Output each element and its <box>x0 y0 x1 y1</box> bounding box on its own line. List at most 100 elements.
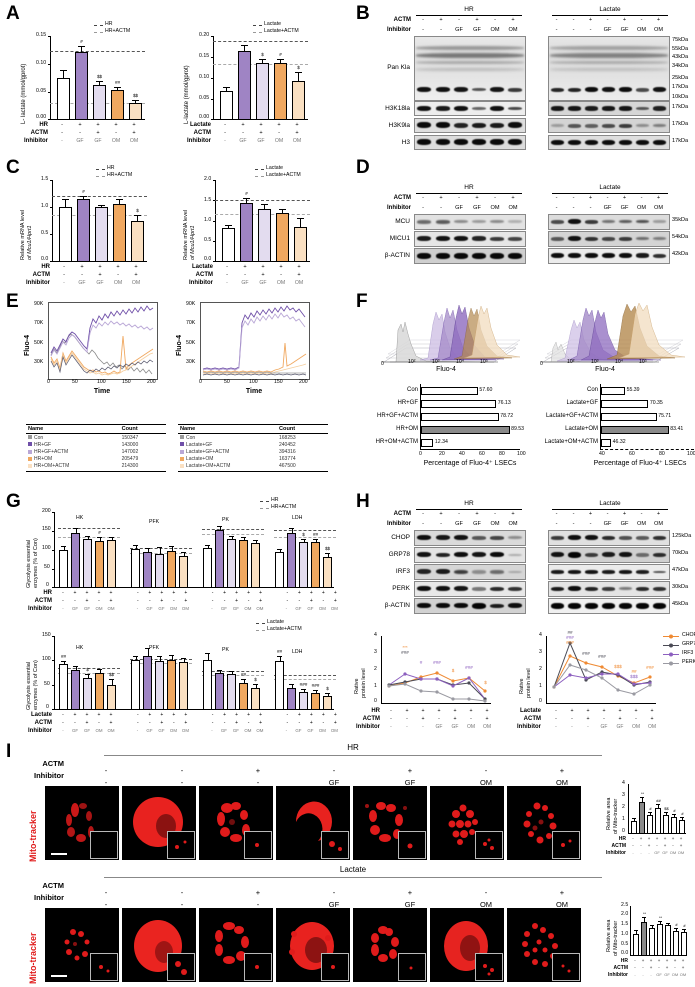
ytick-90k: 90K <box>186 301 196 307</box>
bar-3 <box>256 63 269 120</box>
swatch-hr-gf <box>28 442 32 447</box>
group-label-ldh: LDH <box>292 649 303 655</box>
bar-ldh-2 <box>287 533 296 588</box>
group-header-lactate: Lactate <box>599 6 621 13</box>
hbar-1 <box>421 387 479 395</box>
panel-i-bottom-chart: Relative area of Mito-tracker 2.5 2.0 1.… <box>606 902 694 986</box>
legend-item-hr: HR <box>107 165 115 171</box>
panel-a-left-ylabel: L- lactate (mmol/gprot) <box>21 63 27 124</box>
table-row: Lactate+OM 163774 <box>178 456 328 463</box>
panel-i-bottom-group: Lactate <box>100 865 606 880</box>
blot-beta-actin-hr <box>414 248 526 264</box>
bar-1 <box>57 78 70 120</box>
panel-e-left-xlabel: Time <box>93 388 111 395</box>
bar-hk-5 <box>107 540 116 588</box>
ytick-0.05: 0.05 <box>36 88 47 94</box>
ytick-3: 3 <box>374 649 377 655</box>
sig-pk-5: $ <box>254 677 257 683</box>
sig-4: ## <box>114 80 121 86</box>
micrograph-4-top <box>276 786 350 860</box>
ytick-1.5: 1.5 <box>621 921 629 927</box>
ytick-2: 2 <box>539 666 542 672</box>
row-inhibitor-values: - GF GF OM OM <box>224 138 302 144</box>
bar-4 <box>274 63 287 120</box>
ytick-0.0: 0.0 <box>41 256 49 262</box>
flow-xtick-1: 10² <box>567 359 575 365</box>
panel-c-left-ylabel-2: of Mcu1/Hprt1 <box>27 225 33 260</box>
sig-h-left-3: # <box>419 660 423 665</box>
ytick-0.10: 0.10 <box>36 60 47 66</box>
inset-2-bottom <box>167 953 195 981</box>
mw-47kda: 47kDa <box>672 567 689 573</box>
ytick-2.5: 2.5 <box>621 902 629 908</box>
blot-h3k18la-lactate <box>548 101 670 116</box>
bar-7 <box>681 932 687 956</box>
sig-3: $$ <box>96 74 103 80</box>
xtick-60: 60 <box>479 451 485 457</box>
sig-6: # <box>673 808 676 813</box>
legend-item-hr-actm: HR+ACTΜ <box>107 172 133 178</box>
panel-letter-g: G <box>6 491 21 512</box>
row-name: Con <box>186 434 196 441</box>
scale-bar-bottom <box>51 975 67 977</box>
rowlabel-actm: ACTΜ <box>32 272 50 278</box>
panel-letter-i: I <box>6 741 12 762</box>
hbar-3 <box>421 413 499 421</box>
bar-3 <box>258 209 271 262</box>
sig-ldh-3: ### <box>299 682 308 688</box>
row-hr-values: - + + + + + + <box>634 958 685 963</box>
sig-4: # <box>279 52 282 58</box>
flow-xtick-3: 10⁴ <box>456 359 464 365</box>
xtick-50: 50 <box>72 379 78 385</box>
bar-5 <box>131 221 144 262</box>
refline-hr <box>50 51 145 52</box>
ytick-0.15: 0.15 <box>199 53 210 59</box>
row-count: 168253 <box>278 434 296 441</box>
rowlabel-actm: ACTΜ <box>362 716 380 722</box>
swatch-lactate-om-actm <box>180 464 184 469</box>
mw-34kda: 34kDa <box>672 63 689 69</box>
row-inhibitor-values: - GF GF OM OM <box>63 280 141 286</box>
row-actm-values: - - + - + <box>226 272 301 278</box>
ytick-50: 50 <box>44 564 50 570</box>
sig-2: ** <box>640 791 645 796</box>
rowlabel-lactate: Lactate <box>191 264 213 270</box>
panel-c-right-chart: Relative mRNA level of Mcu1/Hprt1 Lactat… <box>183 165 335 288</box>
sig-5: $$ <box>132 93 139 99</box>
ytick-0.20: 0.20 <box>199 32 210 38</box>
row-actm-lactate: - - + - + - + <box>555 511 661 517</box>
row-actm-values: - - + - + - + <box>634 965 685 970</box>
panel-i-top-chart: Relative area of Mito-tracker 4 3 2 1 0 … <box>606 780 694 864</box>
panel-h-right-chart: Rative protein level 4 3 2 1 0 ## ### ##… <box>505 630 695 738</box>
legend-item-lactate: Lactate <box>267 619 285 625</box>
bar-pfk-4 <box>167 551 176 588</box>
hbar-value-3: 78.72 <box>500 413 514 419</box>
sig-7: # <box>681 811 684 816</box>
row-count: 163774 <box>278 456 296 463</box>
refline-lactate <box>213 41 308 42</box>
ytick-150: 150 <box>42 632 51 638</box>
inset-1-bottom <box>90 953 118 981</box>
inset-4-top <box>321 831 349 859</box>
sig-5: $ <box>136 208 139 214</box>
bar-2 <box>238 51 251 120</box>
bar-pk-2 <box>215 530 224 588</box>
hbar-5 <box>601 439 612 447</box>
rowlabel-lactate: Lactate <box>189 122 211 128</box>
flow-xtick-2: 10³ <box>432 359 440 365</box>
bar-7 <box>679 820 685 834</box>
panel-h-left-ylabel-2: protein level <box>361 668 367 698</box>
blot-label-grp78: GRP78 <box>388 551 410 558</box>
panel-f-right-flow: 0 10² 10³ 10⁴ 10⁵ Fluo-4 <box>535 300 690 372</box>
rowlabel-actm: ACTΜ <box>34 598 52 604</box>
ytick-30k: 30K <box>186 359 196 365</box>
ytick-2.0: 2.0 <box>621 911 629 917</box>
bar-pfk-3 <box>155 661 164 710</box>
swatch-lactate-gf-actm <box>180 449 184 454</box>
panel-h-blots: HR Lactate ACTΜ Inhibitor - + - + - + - - GF GF O… <box>370 500 695 622</box>
bar-1 <box>59 207 72 262</box>
mw-h3: 17kDa <box>672 138 689 144</box>
xtick-50: 50 <box>224 379 230 385</box>
legend-label-chop: CHOP <box>682 632 695 638</box>
table-row: Lactate+GF 240452 <box>178 441 328 448</box>
